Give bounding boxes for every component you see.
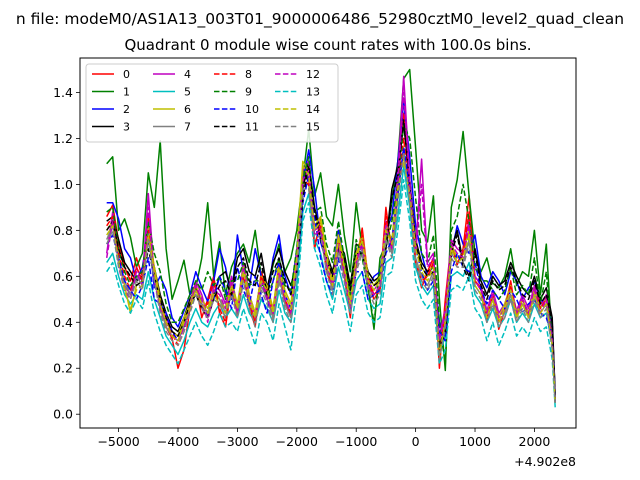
series-line-5 (106, 165, 556, 403)
legend-label-8: 8 (245, 68, 252, 81)
series-line-15 (106, 151, 556, 403)
legend-label-4: 4 (184, 68, 191, 81)
x-tick-label: 2000 (519, 434, 551, 449)
figure-suptitle: n file: modeM0/AS1A13_003T01_9000006486_… (16, 10, 624, 29)
series-line-13 (106, 179, 556, 408)
legend-label-10: 10 (245, 103, 259, 116)
y-tick-label: 0.8 (53, 223, 73, 238)
x-tick-label: −4000 (157, 434, 199, 449)
legend-label-0: 0 (123, 68, 130, 81)
series-layer (105, 68, 556, 408)
x-tick-label: −1000 (335, 434, 377, 449)
legend-label-11: 11 (245, 121, 259, 134)
x-tick-label: −3000 (216, 434, 258, 449)
legend-label-2: 2 (123, 103, 130, 116)
y-tick-label: 1.0 (53, 177, 73, 192)
chart-title: Quadrant 0 module wise count rates with … (124, 36, 531, 54)
series-line-9 (106, 123, 556, 403)
x-tick-label: 1000 (459, 434, 491, 449)
y-tick-label: 0.4 (53, 315, 73, 330)
series-line-11 (106, 119, 556, 399)
y-tick-label: 1.2 (53, 131, 73, 146)
legend-label-3: 3 (123, 121, 130, 134)
y-axis: 0.0 0.2 0.4 0.6 0.8 1.0 1.2 1.4 (53, 85, 80, 422)
legend-label-14: 14 (306, 103, 320, 116)
x-tick-label: −5000 (97, 434, 139, 449)
legend-label-1: 1 (123, 86, 130, 99)
series-line-14 (106, 160, 556, 403)
legend-label-5: 5 (184, 86, 191, 99)
x-offset-label: +4.902e8 (514, 454, 576, 469)
y-tick-label: 0.6 (53, 269, 73, 284)
x-tick-label: 0 (412, 434, 420, 449)
series-line-1 (106, 68, 556, 401)
legend-label-9: 9 (245, 86, 252, 99)
plot-frame (79, 57, 577, 429)
legend-label-12: 12 (306, 68, 320, 81)
series-line-12 (105, 91, 556, 403)
legend-box (85, 63, 339, 143)
legend-label-7: 7 (184, 121, 191, 134)
x-axis: −5000 −4000 −3000 −2000 −1000 0 1000 2000 (97, 428, 550, 449)
legend-label-6: 6 (184, 103, 191, 116)
legend-label-13: 13 (306, 86, 320, 99)
y-tick-label: 0.2 (53, 361, 73, 376)
y-tick-label: 0.0 (53, 407, 73, 422)
legend-label-15: 15 (306, 121, 320, 134)
x-tick-label: −2000 (276, 434, 318, 449)
y-tick-label: 1.4 (53, 85, 73, 100)
